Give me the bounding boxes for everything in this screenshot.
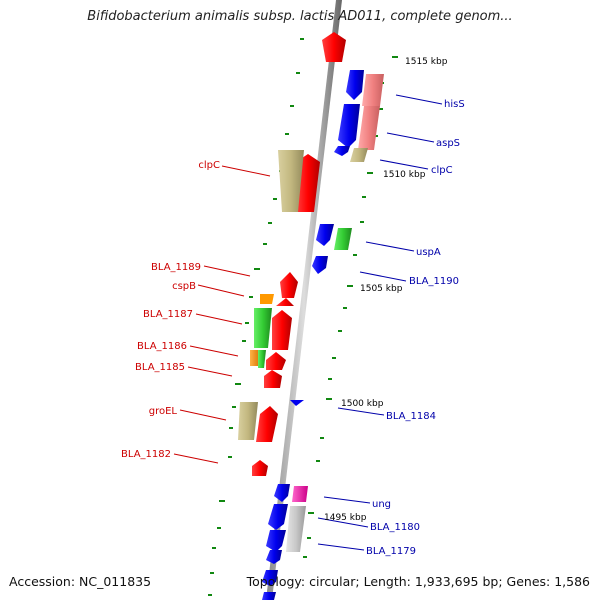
forward-gene-labels: clpC BLA_1189 cspB BLA_1187 BLA_1186 BLA… [121, 160, 220, 460]
gene-gray-BLA_1180 [286, 506, 306, 552]
gene-label: BLA_1190 [409, 276, 459, 287]
gene-tan-clpC-rev [350, 148, 368, 162]
gene-green-BLA_1186 [258, 350, 266, 368]
gene-reverse-BLA_1184 [290, 400, 304, 406]
reverse-gene-labels: hisS aspS clpC uspA BLA_1190 BLA_1184 un… [366, 99, 465, 557]
gene-label: ung [372, 499, 391, 510]
scale-label: 1500 kbp [341, 399, 384, 409]
gene-forward-BLA_1185 [264, 370, 282, 388]
gene-forward [322, 32, 346, 62]
gene-tan-clpC [278, 150, 304, 212]
gene-label: uspA [416, 247, 441, 258]
gene-label: hisS [444, 99, 465, 110]
gene-reverse-aspS [338, 104, 360, 148]
gene-label: BLA_1184 [386, 411, 436, 422]
gene-label: BLA_1180 [370, 522, 420, 533]
gene-reverse-BLA_1179a [266, 530, 286, 552]
reverse-genes [262, 70, 384, 600]
gene-pink-hisS [362, 74, 384, 106]
gene-label: aspS [436, 138, 460, 149]
gene-reverse-BLA_1179b [266, 550, 282, 564]
gene-pink-aspS [358, 106, 380, 150]
gene-magenta-ung [292, 486, 308, 502]
genome-backbone [266, 0, 342, 600]
gene-green-BLA_1187 [254, 308, 272, 348]
gene-tan-groEL [238, 402, 258, 440]
forward-genes [238, 32, 346, 476]
scale-label: 1495 kbp [324, 513, 367, 523]
gene-reverse-hisS [346, 70, 364, 100]
gene-orange-BLA_1186 [250, 350, 260, 366]
reverse-leaders [317, 94, 443, 551]
gene-reverse-bottom1 [262, 570, 278, 586]
gene-forward-BLA_1182 [252, 460, 268, 476]
gene-label: cspB [172, 281, 196, 292]
gene-label: BLA_1186 [137, 341, 187, 352]
gene-reverse-bottom2 [262, 592, 276, 600]
scale-label: 1515 kbp [405, 57, 448, 67]
gene-reverse-ung [274, 484, 290, 502]
gene-reverse-BLA_1180 [268, 504, 288, 530]
gene-label: groEL [149, 406, 178, 417]
gene-green-uspA [334, 228, 352, 250]
scale-label: 1505 kbp [360, 284, 403, 294]
gene-label: BLA_1185 [135, 362, 185, 373]
gene-orange-cspB [260, 294, 274, 304]
scale-labels: 1515 kbp 1510 kbp 1505 kbp 1500 kbp 1495… [324, 57, 448, 523]
gc-skew-track [208, 38, 398, 596]
gene-label: BLA_1182 [121, 449, 171, 460]
gene-forward-groEL [256, 406, 278, 442]
gene-reverse-uspA [316, 224, 334, 246]
gene-label: BLA_1187 [143, 309, 193, 320]
gene-label: clpC [198, 160, 220, 171]
gene-forward-BLA_1189 [280, 272, 298, 298]
gene-forward-BLA_1186 [266, 352, 286, 370]
gene-forward-cspB [276, 298, 294, 306]
gene-label: BLA_1189 [151, 262, 201, 273]
accession-label: Accession: NC_011835 [9, 574, 152, 589]
gene-reverse-small [334, 146, 350, 156]
scale-label: 1510 kbp [383, 170, 426, 180]
gene-forward-BLA_1187 [272, 310, 292, 350]
gene-label: clpC [431, 165, 453, 176]
gene-reverse-BLA_1190 [312, 256, 328, 274]
topology-label: Topology: circular; Length: 1,933,695 bp… [246, 574, 590, 589]
gene-label: BLA_1179 [366, 546, 416, 557]
forward-leaders [173, 165, 271, 464]
map-title: Bifidobacterium animalis subsp. lactis A… [87, 9, 513, 24]
